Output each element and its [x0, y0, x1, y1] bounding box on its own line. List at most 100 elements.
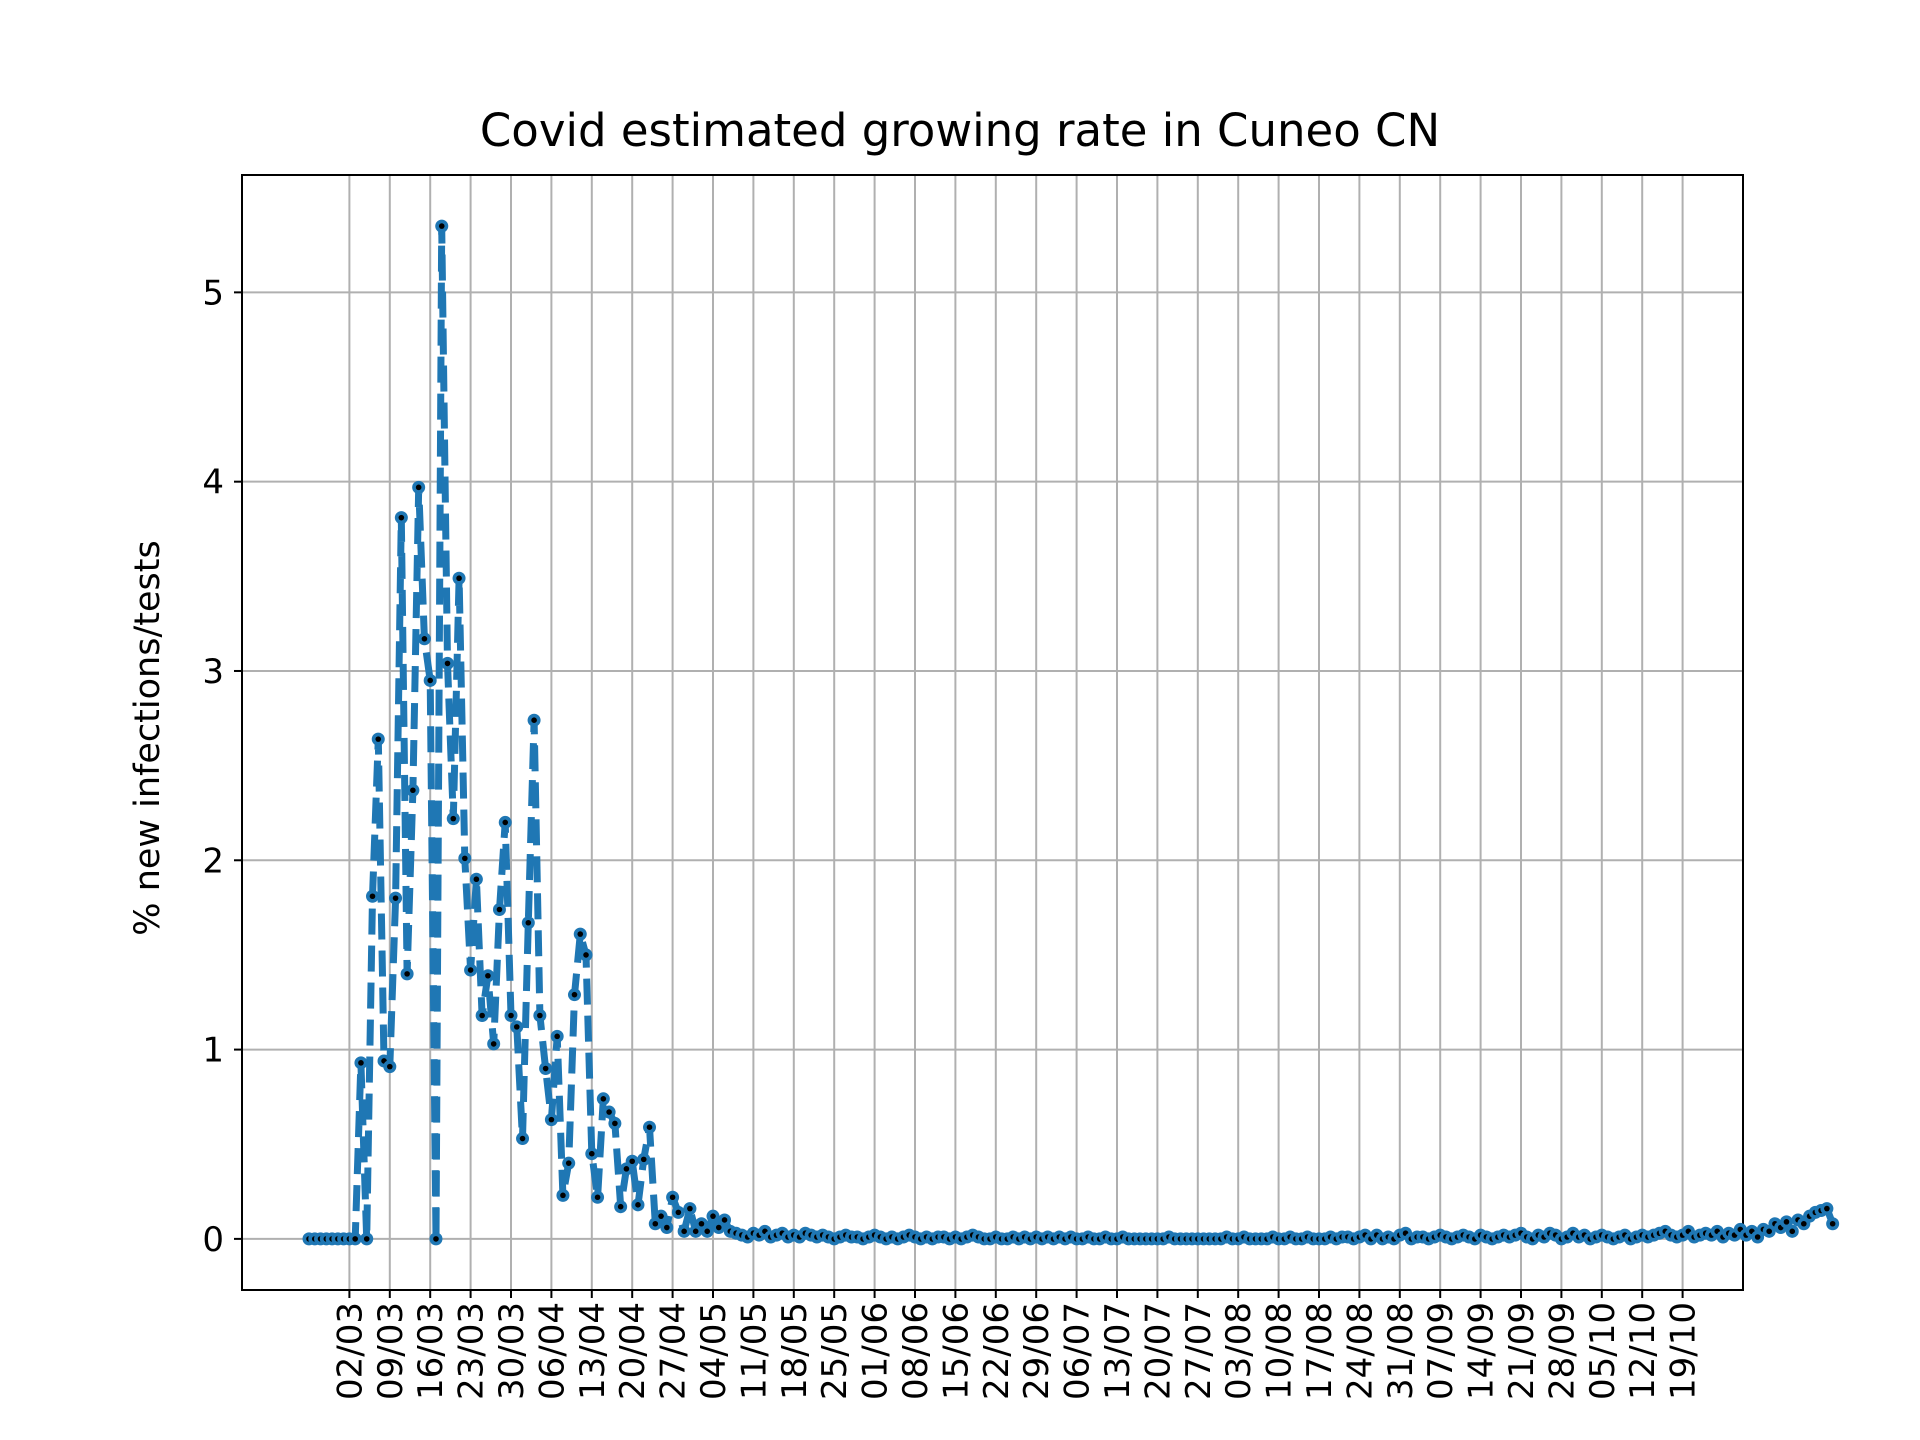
data-point-center	[415, 484, 422, 491]
data-point-center	[421, 635, 428, 642]
data-point-center	[698, 1220, 705, 1227]
x-tick-label: 20/04	[613, 1302, 653, 1400]
data-point-center	[548, 1116, 555, 1123]
data-points	[302, 219, 1840, 1246]
x-tick-label: 16/03	[411, 1302, 451, 1400]
data-point-center	[519, 1135, 526, 1142]
data-point-center	[531, 717, 537, 723]
data-point-center	[1829, 1220, 1836, 1227]
x-tick-label: 25/05	[815, 1302, 855, 1400]
data-point-center	[398, 514, 405, 521]
data-point-center	[658, 1213, 664, 1219]
series-polyline	[309, 222, 1836, 1243]
data-point-center	[675, 1209, 682, 1216]
x-tick-label: 15/06	[936, 1302, 976, 1400]
y-tick-label: 1	[202, 1031, 224, 1071]
data-point-center	[1766, 1228, 1772, 1235]
x-tick-label: 03/08	[1219, 1302, 1259, 1400]
data-point-center	[1754, 1234, 1761, 1240]
tick-labels: 02/03 09/03 16/03 23/03 30/03 06/04 13/04 20/04…	[202, 273, 1703, 1400]
data-point-center	[704, 1228, 711, 1235]
data-point-center	[438, 223, 445, 229]
chart-title: Covid estimated growing rate in Cuneo CN	[479, 104, 1441, 157]
x-tick-label: 29/06	[1017, 1302, 1057, 1400]
data-point-center	[392, 895, 399, 901]
x-tick-label: 27/07	[1179, 1302, 1219, 1400]
grid-lines	[242, 175, 1743, 1290]
data-point-center	[363, 1236, 370, 1242]
data-point-center	[387, 1063, 393, 1070]
data-point-center	[554, 1033, 560, 1040]
data-point-center	[352, 1236, 358, 1242]
x-tick-label: 05/10	[1583, 1302, 1623, 1400]
data-point-center	[473, 876, 480, 883]
data-point-center	[1801, 1220, 1807, 1227]
x-tick-label: 13/04	[573, 1302, 613, 1400]
plot-frame	[241, 174, 1744, 1291]
data-point-center	[589, 1150, 595, 1157]
x-tick-label: 04/05	[694, 1302, 734, 1400]
x-tick-label: 20/07	[1138, 1302, 1178, 1400]
x-tick-label: 06/04	[532, 1302, 572, 1400]
data-point-center	[692, 1228, 699, 1235]
x-tick-label: 01/06	[856, 1302, 896, 1400]
data-point-center	[623, 1166, 630, 1172]
x-tick-label: 31/08	[1381, 1302, 1421, 1400]
data-point-center	[485, 972, 491, 979]
data-point-center	[410, 787, 416, 794]
series-line	[309, 222, 1836, 1243]
x-tick-label: 27/04	[654, 1302, 694, 1400]
x-tick-label: 02/03	[330, 1302, 370, 1400]
data-point-center	[433, 1236, 439, 1242]
x-tick-label: 22/06	[977, 1302, 1017, 1400]
data-point-center	[681, 1228, 687, 1235]
y-tick-label: 2	[202, 841, 224, 881]
x-tick-label: 23/03	[452, 1302, 492, 1400]
data-point-center	[427, 677, 434, 684]
data-point-center	[646, 1124, 653, 1130]
data-point-center	[635, 1202, 641, 1208]
x-tick-label: 28/09	[1542, 1302, 1582, 1400]
x-tick-label: 17/08	[1300, 1302, 1340, 1400]
data-point-center	[502, 819, 509, 826]
x-tick-label: 10/08	[1260, 1302, 1300, 1400]
x-tick-label: 12/10	[1623, 1302, 1663, 1400]
x-tick-label: 30/03	[492, 1302, 532, 1400]
data-point-center	[369, 893, 376, 900]
x-tick-label: 14/09	[1462, 1302, 1502, 1400]
data-point-center	[404, 971, 410, 977]
x-tick-label: 24/08	[1340, 1302, 1380, 1400]
data-point-center	[629, 1158, 635, 1165]
data-point-center	[1824, 1205, 1830, 1212]
data-point-center	[456, 575, 462, 582]
data-point-center	[450, 815, 457, 822]
y-tick-label: 3	[202, 652, 224, 692]
data-point-center	[542, 1065, 549, 1072]
data-point-center	[664, 1224, 670, 1231]
data-point-center	[1789, 1228, 1796, 1235]
data-point-center	[669, 1194, 676, 1201]
data-point-center	[479, 1012, 485, 1019]
data-point-center	[462, 855, 468, 862]
data-point-center	[710, 1213, 716, 1219]
x-tick-label: 08/06	[896, 1302, 936, 1400]
data-point-center	[490, 1041, 497, 1047]
data-point-center	[444, 660, 451, 667]
x-tick-label: 07/09	[1421, 1302, 1461, 1400]
y-tick-label: 4	[202, 463, 224, 503]
data-point-center	[600, 1096, 607, 1102]
axes	[234, 174, 1744, 1298]
data-point-center	[525, 919, 532, 926]
x-tick-label: 21/09	[1502, 1302, 1542, 1400]
data-point-center	[571, 991, 578, 998]
data-point-center	[715, 1224, 722, 1231]
data-point-center	[537, 1012, 543, 1019]
y-axis-label: % new infections/tests	[128, 540, 168, 936]
x-tick-label: 13/07	[1098, 1302, 1138, 1400]
data-point-center	[594, 1194, 601, 1201]
x-tick-label: 06/07	[1058, 1302, 1098, 1400]
data-point-center	[467, 967, 474, 973]
data-point-center	[496, 906, 503, 913]
data-point-center	[617, 1203, 624, 1210]
